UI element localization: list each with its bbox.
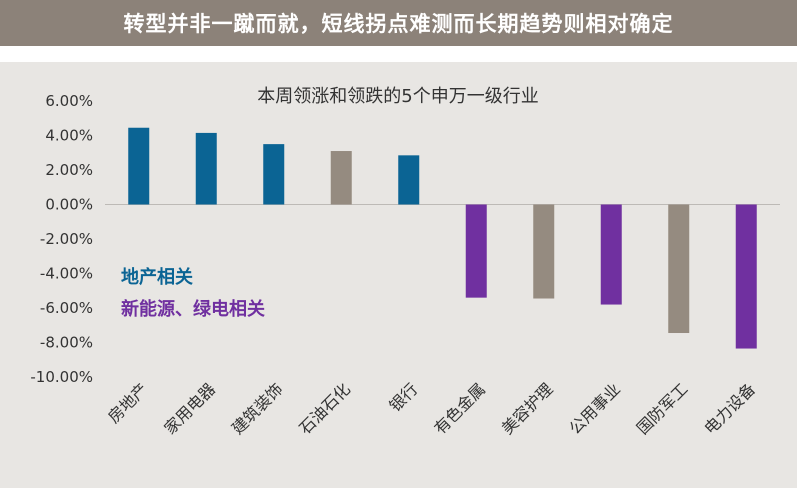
annotation-label: 新能源、绿电相关 <box>121 298 265 320</box>
bar <box>398 155 420 205</box>
bar <box>668 204 690 334</box>
y-tick-label: 2.00% <box>45 161 93 179</box>
x-tick-label: 有色金属 <box>430 379 489 438</box>
x-tick-label: 美容护理 <box>498 379 557 438</box>
x-tick-label: 国防军工 <box>633 379 692 438</box>
x-tick-label: 电力设备 <box>700 379 759 438</box>
bar <box>263 144 285 205</box>
header-banner: 转型并非一蹴而就，短线拐点难测而长期趋势则相对确定 <box>0 0 797 46</box>
chart-panel: 本周领涨和领跌的5个申万一级行业 6.00% 4.00% 2.00% 0.00% -2.… <box>0 62 797 488</box>
annotation-label: 地产相关 <box>121 266 193 288</box>
x-axis-labels: 房地产 家用电器 建筑装饰 石油石化 银行 有色金属 美容护理 公用事业 国防军工 电力设备 <box>104 379 759 438</box>
y-tick-label: 6.00% <box>45 92 93 110</box>
y-tick-label: 0.00% <box>45 196 93 214</box>
bar <box>195 132 217 205</box>
x-tick-label: 家用电器 <box>160 379 219 438</box>
y-tick-label: -6.00% <box>40 299 93 317</box>
bar <box>533 204 555 299</box>
y-tick-label: 4.00% <box>45 127 93 145</box>
y-axis: 6.00% 4.00% 2.00% 0.00% -2.00% -4.00% -6.00% -8… <box>30 92 93 386</box>
x-tick-label: 石油石化 <box>295 379 354 438</box>
bar <box>330 151 352 205</box>
y-tick-label: -10.00% <box>30 368 93 386</box>
y-tick-label: -2.00% <box>40 230 93 248</box>
y-tick-label: -4.00% <box>40 265 93 283</box>
x-tick-label: 房地产 <box>104 379 151 426</box>
header-title: 转型并非一蹴而就，短线拐点难测而长期趋势则相对确定 <box>123 12 674 36</box>
bar-chart: 本周领涨和领跌的5个申万一级行业 6.00% 4.00% 2.00% 0.00% -2.… <box>30 86 780 438</box>
bar <box>128 127 150 205</box>
bar <box>735 204 757 349</box>
bar <box>600 204 622 305</box>
bars <box>128 127 757 349</box>
bar <box>465 204 487 298</box>
x-tick-label: 银行 <box>386 379 422 415</box>
chart-title: 本周领涨和领跌的5个申万一级行业 <box>257 86 538 107</box>
x-tick-label: 建筑装饰 <box>228 379 287 438</box>
y-tick-label: -8.00% <box>40 334 93 352</box>
x-tick-label: 公用事业 <box>565 379 624 438</box>
